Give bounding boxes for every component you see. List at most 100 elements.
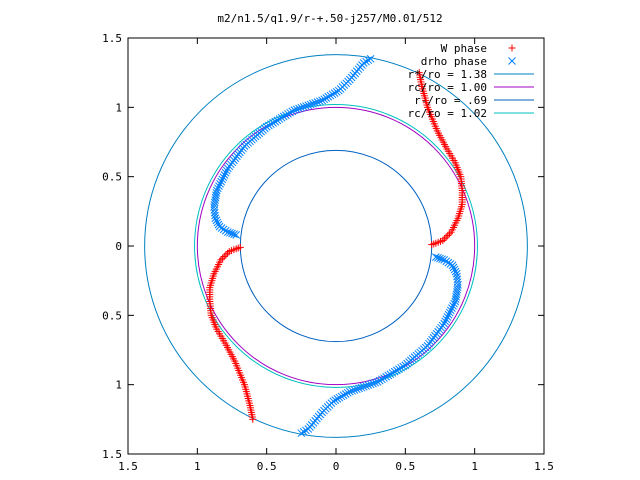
drho-phase-point bbox=[444, 310, 453, 319]
drho-phase-point bbox=[384, 371, 393, 380]
drho-phase-point bbox=[436, 254, 444, 263]
drho-phase-point bbox=[364, 56, 373, 65]
x-tick-label: 1.5 bbox=[118, 460, 138, 473]
drho-phase-point bbox=[279, 112, 288, 121]
legend-entry-label: rc/ro = 1.00 bbox=[408, 81, 487, 94]
drho-phase-point bbox=[299, 427, 308, 436]
w-phase-point bbox=[219, 254, 227, 262]
drho-phase-point bbox=[397, 363, 405, 372]
drho-phase-point bbox=[328, 90, 337, 99]
drho-phase-point bbox=[297, 103, 306, 112]
drho-phase-point bbox=[269, 119, 277, 127]
drho-phase-point bbox=[218, 175, 227, 184]
drho-phase-point bbox=[366, 380, 375, 389]
drho-phase-point bbox=[223, 228, 232, 236]
drho-phase-point bbox=[322, 94, 331, 102]
drho-phase-point bbox=[215, 182, 223, 190]
w-phase-point bbox=[224, 249, 232, 257]
drho-phase-point bbox=[335, 393, 344, 402]
drho-phase-point bbox=[211, 214, 220, 223]
w-phase-point bbox=[249, 415, 257, 423]
drho-phase-point bbox=[331, 396, 340, 404]
x-tick-label: 1 bbox=[471, 460, 478, 473]
drho-phase-point bbox=[448, 261, 457, 270]
drho-phase-point bbox=[359, 382, 368, 391]
drho-phase-point bbox=[348, 386, 357, 395]
drho-phase-point bbox=[315, 97, 324, 106]
drho-phase-point bbox=[446, 306, 455, 315]
x-tick-label: 0.5 bbox=[395, 460, 415, 473]
x-tick-label: 1.5 bbox=[534, 460, 554, 473]
drho-phase-point bbox=[382, 372, 390, 381]
drho-phase-point bbox=[449, 302, 457, 310]
drho-phase-point bbox=[441, 317, 450, 326]
y-tick-label: 0.5 bbox=[102, 171, 122, 184]
drho-phase-point bbox=[212, 216, 221, 225]
drho-phase-point bbox=[451, 297, 460, 306]
drho-phase-point bbox=[339, 391, 348, 400]
drho-phase-point bbox=[392, 366, 401, 375]
drho-phase-point bbox=[228, 229, 236, 238]
drho-phase-point bbox=[318, 96, 326, 105]
legend-marker bbox=[508, 57, 516, 65]
drho-phase-point bbox=[350, 386, 359, 394]
drho-phase-point bbox=[380, 374, 388, 382]
drho-phase-point bbox=[306, 100, 315, 109]
drho-phase-point bbox=[330, 89, 339, 97]
y-tick-label: 0.5 bbox=[102, 309, 122, 322]
legend-entry-label: W phase bbox=[441, 42, 487, 55]
w-phase-point bbox=[440, 235, 448, 243]
drho-phase-point bbox=[267, 120, 275, 129]
drho-phase-point bbox=[216, 180, 224, 188]
drho-phase-point bbox=[450, 299, 458, 308]
drho-phase-point bbox=[448, 304, 456, 312]
drho-phase-point bbox=[288, 107, 297, 116]
drho-phase-point bbox=[357, 383, 366, 392]
radius-circle bbox=[196, 106, 476, 386]
drho-phase-point bbox=[369, 379, 377, 388]
legend-entry-label: rc/ro = 1.02 bbox=[408, 107, 487, 120]
drho-phase-point bbox=[304, 425, 313, 433]
drho-phase-point bbox=[401, 361, 410, 370]
drho-phase-point bbox=[232, 231, 241, 239]
drho-phase-point bbox=[282, 111, 290, 120]
drho-phase-point bbox=[223, 164, 232, 173]
drho-phase-point bbox=[302, 426, 310, 435]
drho-phase-point bbox=[386, 370, 395, 379]
legend-entry-label: r-/ro = .69 bbox=[414, 94, 487, 107]
w-phase-point bbox=[220, 253, 228, 261]
tick-group: 1.5 1 0.5 0 0.5 1 1.51.510.500.511.5 bbox=[102, 32, 554, 473]
drho-phase-point bbox=[334, 86, 343, 95]
drho-phase-point bbox=[332, 88, 341, 96]
drho-phase-point bbox=[213, 218, 222, 227]
drho-phase-point bbox=[364, 381, 373, 389]
legend-entry-label: drho phase bbox=[421, 55, 487, 68]
drho-phase-point bbox=[271, 117, 280, 126]
drho-phase-point bbox=[273, 116, 282, 125]
radius-circle bbox=[144, 54, 528, 438]
drho-phase-point bbox=[373, 378, 382, 386]
drho-phase-point bbox=[450, 265, 459, 274]
w-phase-point bbox=[442, 233, 450, 241]
drho-phase-point bbox=[443, 313, 452, 321]
y-tick-label: 1 bbox=[115, 379, 122, 392]
radius-circle bbox=[194, 104, 478, 388]
drho-phase-point bbox=[366, 54, 375, 63]
y-tick-label: 1.5 bbox=[102, 448, 122, 461]
w-phase-point bbox=[447, 228, 455, 236]
drho-phase-point bbox=[445, 308, 454, 317]
drho-phase-point bbox=[371, 378, 380, 387]
drho-phase-point bbox=[341, 390, 350, 398]
drho-phase-point bbox=[214, 184, 222, 193]
drho-phase-point bbox=[302, 102, 310, 110]
drho-phase-point bbox=[275, 115, 284, 123]
drho-phase-point bbox=[438, 255, 446, 264]
drho-phase-point bbox=[362, 382, 370, 390]
drho-phase-point bbox=[313, 98, 322, 106]
marker-group bbox=[206, 54, 466, 438]
drho-phase-point bbox=[292, 105, 301, 114]
drho-phase-point bbox=[297, 429, 306, 438]
drho-phase-point bbox=[343, 388, 352, 397]
drho-phase-point bbox=[295, 104, 303, 113]
